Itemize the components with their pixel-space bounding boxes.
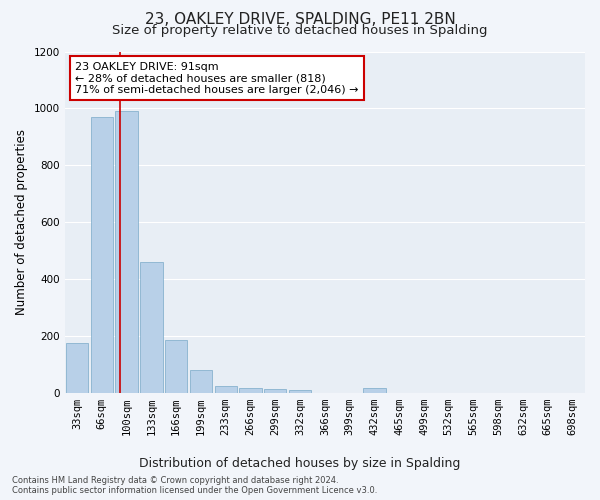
Bar [91, 117, 113, 392]
Bar [215, 386, 237, 392]
Text: Size of property relative to detached houses in Spalding: Size of property relative to detached ho… [112, 24, 488, 37]
Bar [363, 388, 386, 392]
Bar [140, 262, 163, 392]
Text: 23 OAKLEY DRIVE: 91sqm
← 28% of detached houses are smaller (818)
71% of semi-de: 23 OAKLEY DRIVE: 91sqm ← 28% of detached… [75, 62, 359, 95]
Bar [115, 111, 138, 392]
Y-axis label: Number of detached properties: Number of detached properties [15, 129, 28, 315]
Bar [264, 389, 286, 392]
Text: 23, OAKLEY DRIVE, SPALDING, PE11 2BN: 23, OAKLEY DRIVE, SPALDING, PE11 2BN [145, 12, 455, 28]
Text: Contains HM Land Registry data © Crown copyright and database right 2024.
Contai: Contains HM Land Registry data © Crown c… [12, 476, 377, 495]
Bar [165, 340, 187, 392]
Bar [289, 390, 311, 392]
Bar [239, 388, 262, 392]
Bar [190, 370, 212, 392]
Text: Distribution of detached houses by size in Spalding: Distribution of detached houses by size … [139, 458, 461, 470]
Bar [66, 343, 88, 392]
